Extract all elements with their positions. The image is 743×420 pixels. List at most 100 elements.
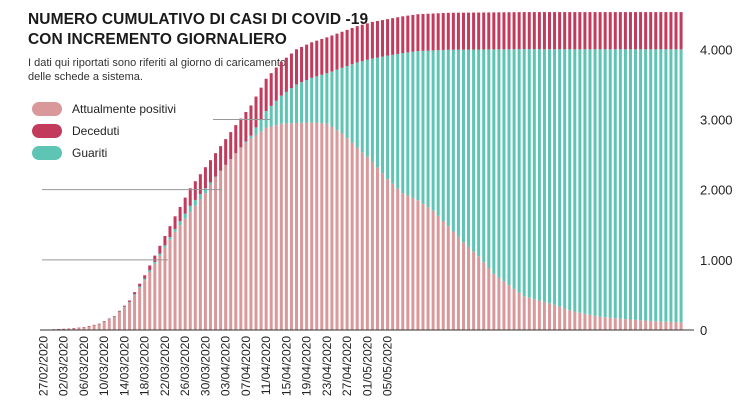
bar-positivi — [350, 142, 354, 330]
bar-deceduti — [163, 235, 167, 246]
bar-positivi — [416, 200, 420, 330]
bar-deceduti — [542, 12, 546, 50]
bar-guariti — [618, 49, 622, 319]
bar-positivi — [649, 320, 653, 330]
bar-guariti — [148, 270, 152, 272]
bar-positivi — [558, 306, 562, 330]
bar-guariti — [441, 49, 445, 221]
bar-deceduti — [122, 305, 126, 307]
bar-positivi — [507, 285, 511, 330]
bar-guariti — [300, 82, 304, 123]
bar-positivi — [239, 147, 243, 330]
bar-deceduti — [203, 167, 207, 189]
bar-positivi — [168, 239, 172, 330]
legend-item-deceduti: Deceduti — [32, 120, 176, 142]
bar-positivi — [310, 122, 314, 330]
bar-deceduti — [143, 275, 147, 279]
bar-positivi — [234, 153, 238, 330]
bar-positivi — [522, 296, 526, 330]
bar-positivi — [446, 226, 450, 330]
bar-deceduti — [72, 328, 76, 329]
bar-deceduti — [133, 292, 137, 295]
bar-positivi — [224, 164, 228, 330]
bar-positivi — [553, 304, 557, 330]
bar-deceduti — [198, 174, 202, 195]
bar-guariti — [391, 54, 395, 184]
bar-positivi — [365, 156, 369, 330]
bar-positivi — [193, 205, 197, 330]
bar-positivi — [138, 287, 142, 330]
x-tick-label: 11/04/2020 — [259, 336, 273, 395]
bar-positivi — [679, 322, 683, 330]
bar-positivi — [355, 147, 359, 330]
legend-swatch-guariti — [32, 146, 62, 160]
bar-deceduti — [548, 12, 551, 50]
bar-positivi — [573, 311, 577, 330]
bar-guariti — [97, 323, 101, 325]
bar-guariti — [527, 49, 531, 298]
bar-deceduti — [628, 12, 632, 50]
bar-positivi — [487, 268, 491, 330]
bar-deceduti — [340, 31, 344, 68]
bar-deceduti — [305, 44, 309, 80]
bar-positivi — [472, 251, 476, 330]
bar-deceduti — [208, 160, 212, 183]
bar-deceduti — [568, 12, 572, 50]
bar-positivi — [345, 138, 349, 330]
bar-deceduti — [406, 15, 410, 53]
bar-positivi — [198, 199, 202, 330]
bar-positivi — [183, 218, 187, 330]
x-tick-label: 30/03/2020 — [198, 336, 212, 396]
bar-guariti — [173, 228, 177, 232]
bar-guariti — [477, 49, 481, 257]
bar-deceduti — [583, 12, 587, 50]
bar-guariti — [416, 51, 420, 201]
bar-deceduti — [623, 12, 627, 50]
bar-positivi — [512, 288, 516, 330]
bar-deceduti — [107, 318, 111, 320]
bar-deceduti — [532, 12, 536, 50]
bar-guariti — [649, 49, 653, 321]
bar-guariti — [214, 176, 218, 178]
bar-positivi — [325, 123, 329, 331]
bar-positivi — [583, 313, 587, 330]
bar-positivi — [482, 262, 486, 330]
bar-positivi — [542, 301, 546, 330]
bar-positivi — [102, 321, 106, 330]
bar-positivi — [467, 246, 471, 330]
bar-positivi — [305, 122, 309, 330]
legend-item-positivi: Attualmente positivi — [32, 98, 176, 120]
x-tick-label: 19/04/2020 — [300, 336, 314, 396]
bar-positivi — [441, 220, 445, 330]
bar-guariti — [320, 74, 324, 124]
x-tick-label: 23/04/2020 — [320, 336, 334, 396]
chart-title-line1: NUMERO CUMULATIVO DI CASI DI COVID -19 — [28, 11, 369, 28]
bar-guariti — [138, 286, 142, 288]
bar-deceduti — [365, 23, 369, 60]
bar-deceduti — [563, 12, 567, 50]
bar-guariti — [381, 56, 385, 174]
legend-label-deceduti: Deceduti — [72, 124, 120, 138]
bar-positivi — [578, 312, 582, 330]
bar-positivi — [284, 123, 288, 330]
bar-deceduti — [82, 327, 86, 328]
bar-deceduti — [482, 12, 486, 50]
bar-deceduti — [451, 12, 455, 50]
bar-guariti — [517, 49, 521, 293]
bar-guariti — [542, 49, 546, 302]
bar-guariti — [446, 49, 450, 227]
bar-positivi — [644, 320, 648, 330]
bar-deceduti — [259, 87, 263, 120]
bar-deceduti — [97, 323, 101, 325]
bar-guariti — [274, 100, 278, 126]
chart-title-line2: CON INCREMENTO GIORNALIERO — [28, 31, 287, 48]
bar-guariti — [203, 188, 207, 194]
bar-guariti — [623, 49, 627, 320]
bar-guariti — [254, 127, 258, 135]
bar-deceduti — [370, 21, 374, 59]
bar-positivi — [497, 277, 501, 330]
bar-guariti — [259, 119, 263, 132]
bar-deceduti — [239, 118, 243, 148]
bar-deceduti — [461, 12, 465, 50]
bar-deceduti — [396, 17, 400, 54]
